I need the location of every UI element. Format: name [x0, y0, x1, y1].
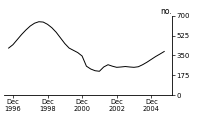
Text: no.: no.: [160, 7, 172, 16]
